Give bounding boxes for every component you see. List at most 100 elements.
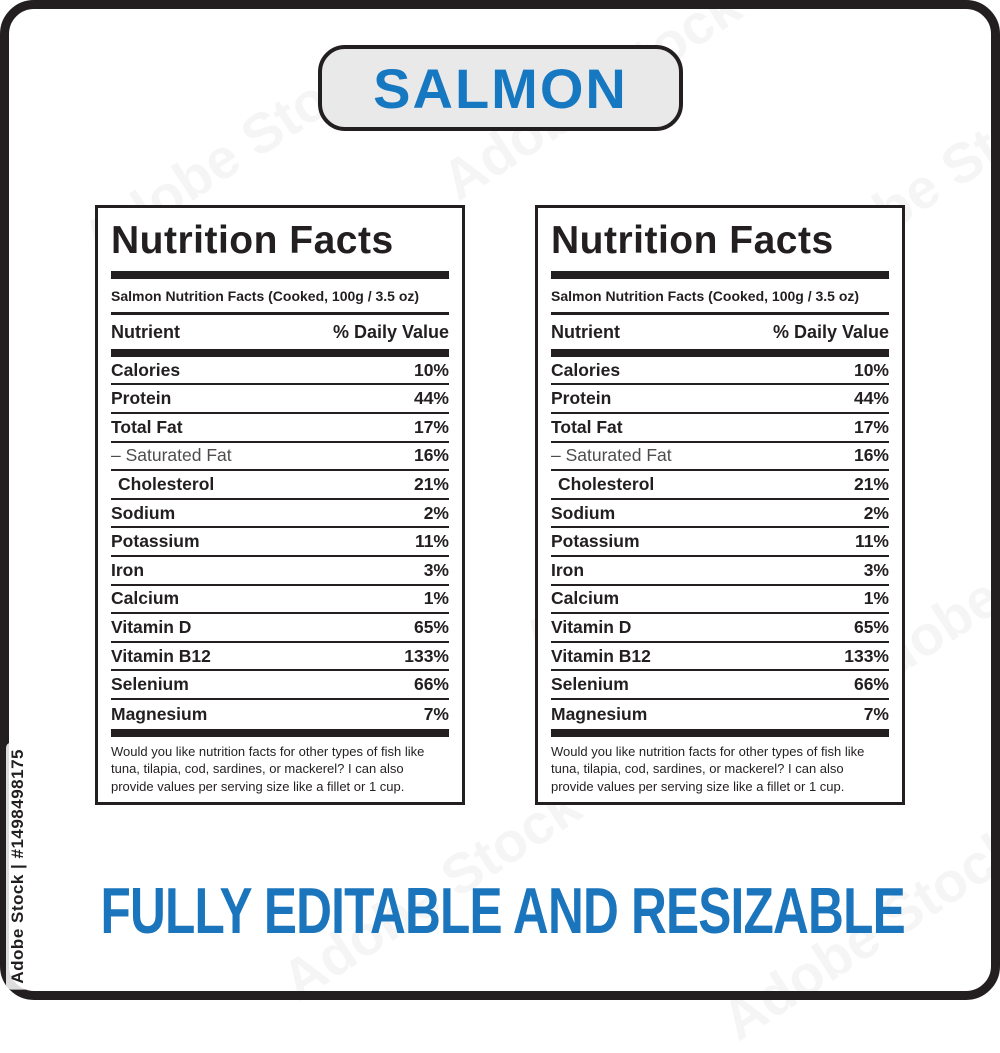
- column-header-row: Nutrient % Daily Value: [111, 320, 449, 345]
- nutrient-label: Calcium: [551, 588, 620, 609]
- nutrient-row: Cholesterol 21%: [111, 471, 449, 500]
- panel-note: Would you like nutrition facts for other…: [551, 743, 865, 794]
- footer-banner-label: FULLY EDITABLE AND RESIZABLE: [100, 875, 906, 948]
- nutrient-row: Calories 10%: [551, 357, 889, 386]
- nutrient-row: Protein 44%: [551, 385, 889, 414]
- column-header-nutrient: Nutrient: [111, 321, 180, 342]
- nutrient-row: Potassium 11%: [111, 528, 449, 557]
- nutrient-table: Calories 10% Protein 44% Total Fat 17% – Satur…: [551, 357, 889, 729]
- nutrient-value: 65%: [413, 616, 449, 637]
- nutrient-row: Vitamin B12 133%: [111, 643, 449, 672]
- nutrient-row: Sodium 2%: [551, 500, 889, 529]
- nutrient-label: Vitamin B12: [111, 645, 211, 666]
- nutrient-label: Vitamin D: [551, 616, 632, 637]
- nutrient-row: Magnesium 7%: [111, 700, 449, 729]
- divider-thick: [111, 348, 449, 357]
- nutrient-value: 16%: [853, 445, 889, 466]
- nutrient-value: 21%: [413, 473, 449, 494]
- nutrient-value: 3%: [423, 559, 449, 580]
- nutrient-row: Magnesium 7%: [551, 700, 889, 729]
- title-badge: SALMON: [318, 45, 683, 131]
- divider-thin: [111, 311, 449, 315]
- column-header-daily-value: % Daily Value: [772, 321, 889, 342]
- nutrient-value: 44%: [853, 388, 889, 409]
- nutrient-value: 65%: [853, 616, 889, 637]
- nutrient-row: Vitamin B12 133%: [551, 643, 889, 672]
- panel-title: Nutrition Facts: [111, 219, 394, 262]
- nutrient-value: 16%: [413, 445, 449, 466]
- nutrient-label: – Saturated Fat: [111, 445, 232, 466]
- divider-thick: [551, 270, 889, 279]
- nutrient-row: Selenium 66%: [551, 671, 889, 700]
- stock-id-watermark: Adobe Stock | #1498498175: [6, 743, 30, 990]
- nutrient-label: Selenium: [551, 674, 629, 695]
- nutrient-value: 1%: [863, 588, 889, 609]
- nutrient-label: Cholesterol: [558, 473, 655, 494]
- column-header-daily-value: % Daily Value: [332, 321, 449, 342]
- panel-subtitle: Salmon Nutrition Facts (Cooked, 100g / 3…: [111, 287, 420, 304]
- nutrition-facts-panel-right: Nutrition Facts Salmon Nutrition Facts (…: [535, 205, 905, 805]
- nutrient-label: Sodium: [551, 502, 616, 523]
- title-badge-label: SALMON: [373, 56, 628, 120]
- panel-note: Would you like nutrition facts for other…: [111, 743, 425, 794]
- nutrient-value: 66%: [853, 674, 889, 695]
- nutrient-value: 7%: [863, 703, 889, 724]
- nutrient-row: Cholesterol 21%: [551, 471, 889, 500]
- nutrient-label: Total Fat: [111, 416, 183, 437]
- nutrient-value: 3%: [863, 559, 889, 580]
- nutrient-label: Selenium: [111, 674, 189, 695]
- nutrient-row: Calcium 1%: [551, 586, 889, 615]
- nutrient-value: 11%: [854, 531, 889, 552]
- nutrient-label: Cholesterol: [118, 473, 215, 494]
- panel-subtitle: Salmon Nutrition Facts (Cooked, 100g / 3…: [551, 287, 860, 304]
- nutrient-row: Selenium 66%: [111, 671, 449, 700]
- divider-thick: [551, 348, 889, 357]
- column-header-row: Nutrient % Daily Value: [551, 320, 889, 345]
- nutrient-value: 10%: [853, 359, 889, 380]
- nutrient-label: Potassium: [111, 531, 200, 552]
- nutrient-label: Calories: [551, 359, 621, 380]
- nutrient-row: Total Fat 17%: [111, 414, 449, 443]
- nutrient-value: 133%: [404, 645, 449, 666]
- nutrient-row: Sodium 2%: [111, 500, 449, 529]
- nutrient-value: 44%: [413, 388, 449, 409]
- nutrient-value: 66%: [413, 674, 449, 695]
- nutrient-value: 11%: [414, 531, 449, 552]
- nutrient-row: Iron 3%: [551, 557, 889, 586]
- nutrient-row: Calcium 1%: [111, 586, 449, 615]
- nutrient-row: Protein 44%: [111, 385, 449, 414]
- divider-thick: [111, 728, 449, 737]
- nutrient-label: Sodium: [111, 502, 176, 523]
- nutrient-label: Calcium: [111, 588, 180, 609]
- nutrient-label: Protein: [111, 388, 172, 409]
- nutrient-label: Potassium: [551, 531, 640, 552]
- nutrient-label: Protein: [551, 388, 612, 409]
- nutrient-value: 7%: [423, 703, 449, 724]
- nutrient-row: – Saturated Fat 16%: [551, 443, 889, 472]
- nutrient-label: Iron: [111, 559, 145, 580]
- nutrient-value: 10%: [413, 359, 449, 380]
- nutrient-value: 17%: [413, 416, 449, 437]
- nutrient-row: Vitamin D 65%: [111, 614, 449, 643]
- nutrient-label: Magnesium: [111, 703, 208, 724]
- nutrient-value: 2%: [423, 502, 449, 523]
- nutrient-row: Potassium 11%: [551, 528, 889, 557]
- nutrient-label: – Saturated Fat: [551, 445, 672, 466]
- divider-thick: [551, 728, 889, 737]
- nutrient-label: Vitamin B12: [551, 645, 651, 666]
- nutrient-row: Vitamin D 65%: [551, 614, 889, 643]
- nutrient-label: Calories: [111, 359, 181, 380]
- nutrient-row: Calories 10%: [111, 357, 449, 386]
- footer-banner: FULLY EDITABLE AND RESIZABLE: [0, 875, 1000, 948]
- nutrient-label: Iron: [551, 559, 585, 580]
- nutrient-label: Total Fat: [551, 416, 623, 437]
- nutrient-value: 2%: [863, 502, 889, 523]
- nutrient-row: – Saturated Fat 16%: [111, 443, 449, 472]
- nutrient-label: Vitamin D: [111, 616, 192, 637]
- divider-thick: [111, 270, 449, 279]
- column-header-nutrient: Nutrient: [551, 321, 620, 342]
- nutrient-value: 133%: [844, 645, 889, 666]
- nutrient-row: Iron 3%: [111, 557, 449, 586]
- nutrition-facts-panel-left: Nutrition Facts Salmon Nutrition Facts (…: [95, 205, 465, 805]
- nutrient-label: Magnesium: [551, 703, 648, 724]
